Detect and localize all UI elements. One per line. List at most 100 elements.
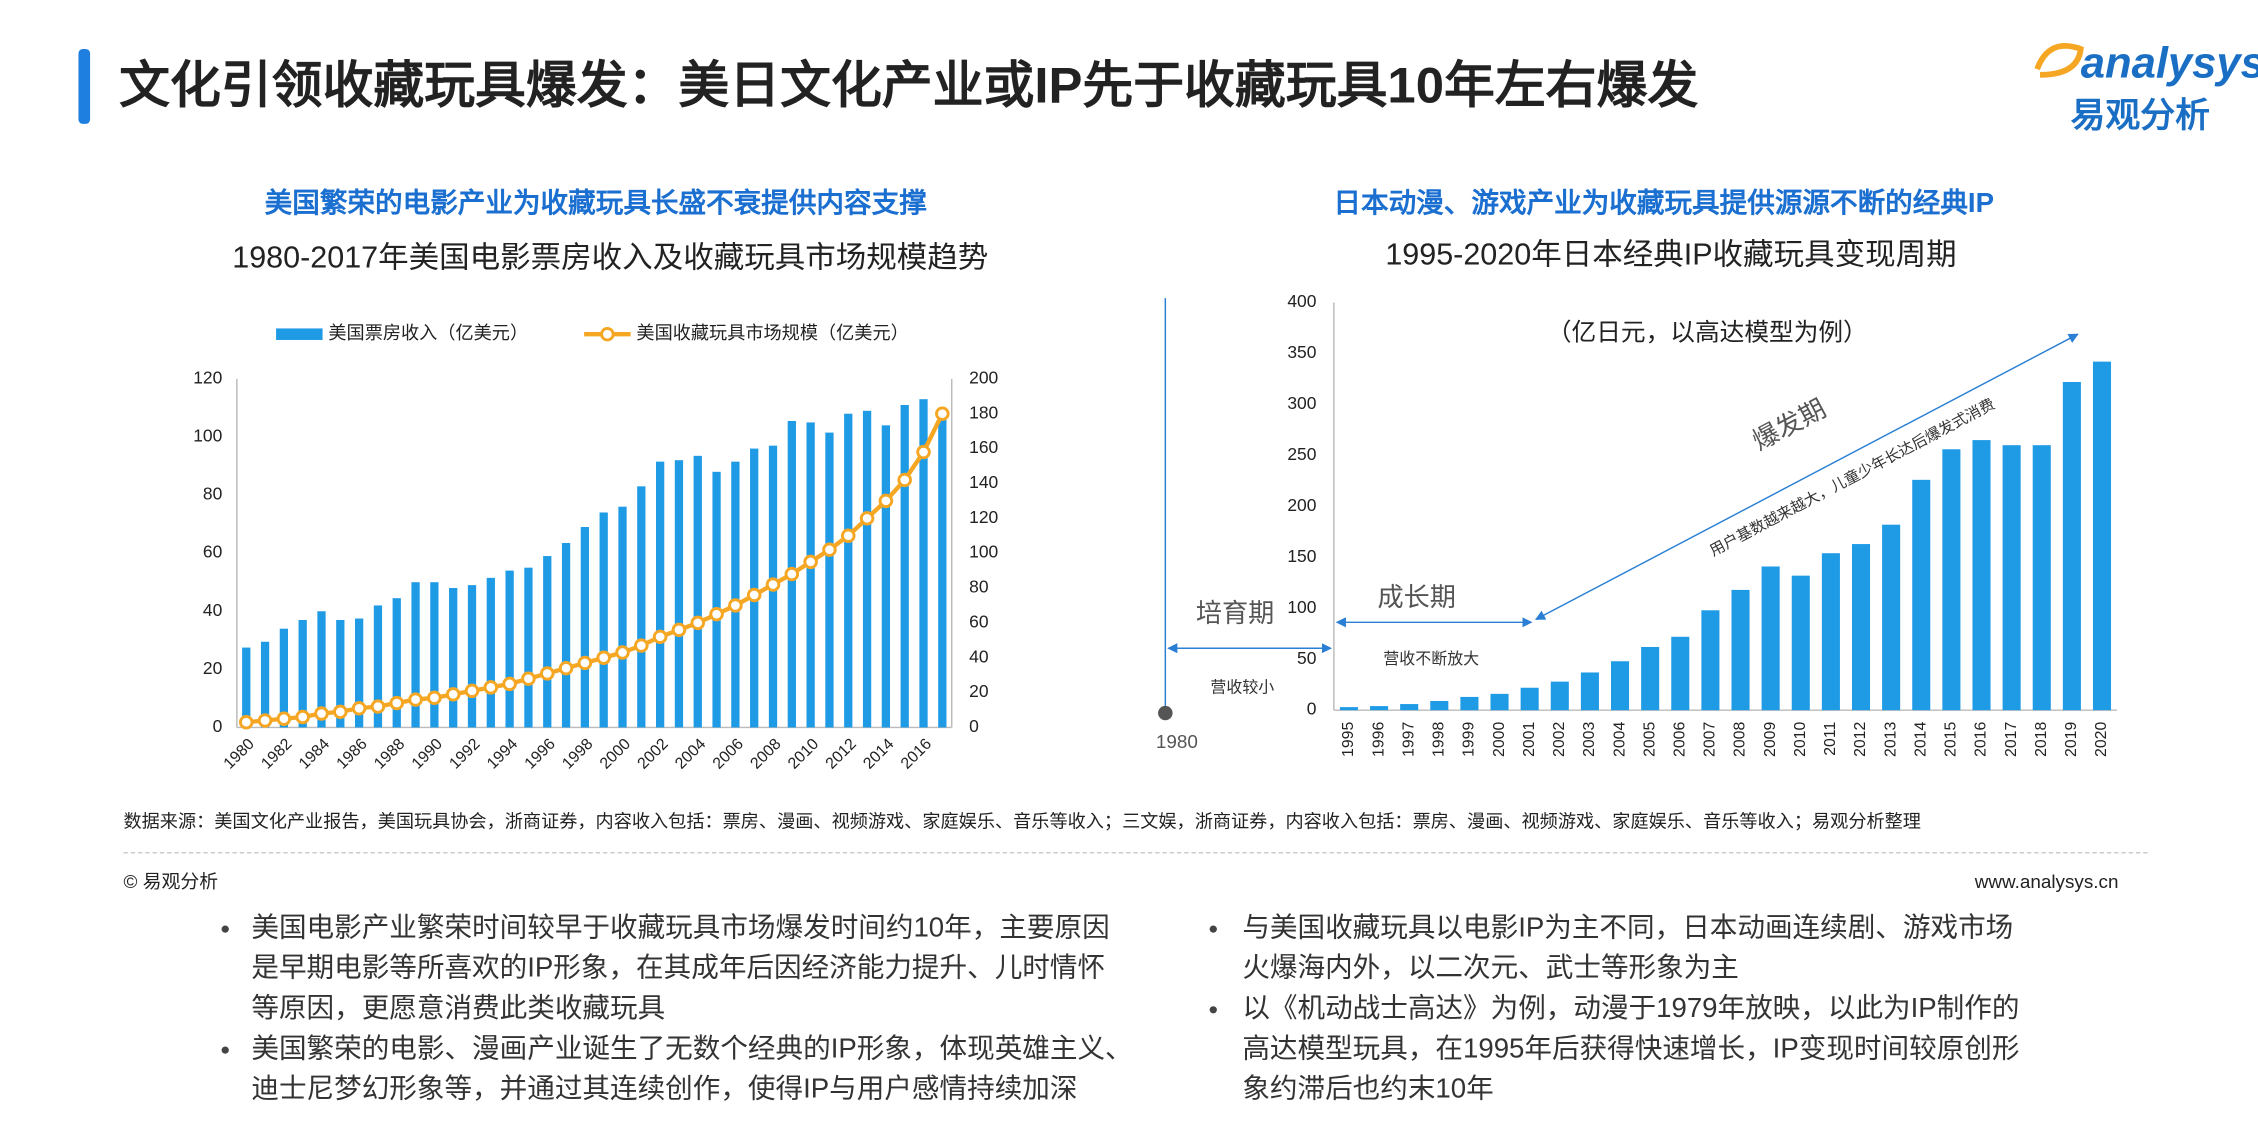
y-tick-label: 0	[213, 716, 223, 736]
x-tick-label: 1986	[334, 736, 371, 773]
bar	[543, 556, 552, 728]
bar	[1339, 707, 1358, 711]
x-tick-label: 1998	[559, 736, 596, 773]
y-tick-label: 200	[1287, 495, 1316, 515]
bar	[260, 641, 270, 728]
annotation: 营收较小	[1210, 679, 1274, 697]
x-tick-label: 2005	[1641, 722, 1658, 757]
bar	[1611, 661, 1630, 711]
bar	[336, 619, 345, 728]
line-point	[709, 606, 724, 622]
bar	[599, 512, 608, 728]
line-point	[652, 629, 668, 645]
x-tick-label: 1999	[1461, 722, 1478, 757]
y-tick-label: 100	[1287, 597, 1316, 617]
url: www.analysys.cn	[1974, 871, 2119, 892]
line-point	[539, 666, 555, 681]
x-tick-label: 2011	[1822, 722, 1839, 756]
bar	[1701, 610, 1720, 711]
chart-subtitle: 日本动漫、游戏产业为收藏玩具提供源源不断的经典IP	[1333, 187, 1994, 218]
y-tick-label: 120	[193, 367, 222, 387]
bar	[1520, 687, 1539, 711]
x-tick-label: 1988	[371, 736, 408, 773]
slide-title: 文化引领收藏玩具爆发：美日文化产业或IP先于收藏玩具10年左右爆发	[119, 57, 1698, 114]
line-point	[859, 511, 875, 526]
bar	[2092, 361, 2112, 711]
line-point	[502, 676, 517, 692]
bar	[524, 567, 533, 728]
y2-tick-label: 140	[969, 472, 998, 492]
bar	[1550, 681, 1569, 711]
x-tick-label: 1994	[484, 736, 521, 773]
x-tick-label: 2002	[1551, 722, 1568, 757]
x-tick-label: 2007	[1702, 722, 1719, 757]
bar	[1671, 636, 1690, 711]
x-tick-label: 2012	[1852, 722, 1869, 757]
y-tick-label: 300	[1287, 393, 1316, 413]
bar	[580, 527, 590, 728]
bullet-text: 美国电影产业繁荣时间较早于收藏玩具市场爆发时间约10年，主要原因	[251, 911, 1109, 942]
source: 数据来源：美国文化产业报告，美国玩具协会，浙商证券，内容收入包括：票房、漫画、视…	[124, 811, 1921, 831]
line-point	[878, 493, 894, 509]
x-tick-label: 2009	[1762, 722, 1779, 757]
bullet-text: 美国繁荣的电影、漫画产业诞生了无数个经典的IP形象，体现英雄主义、	[251, 1032, 1132, 1063]
x-tick-label: 2014	[1912, 722, 1929, 757]
y-tick-label: 100	[193, 426, 222, 446]
x-tick-label: 2010	[785, 736, 822, 773]
bar	[862, 410, 872, 728]
line-point	[276, 711, 292, 726]
bar	[242, 647, 251, 728]
y-tick-label: 350	[1287, 342, 1316, 362]
bar	[467, 585, 477, 728]
line-point	[333, 704, 348, 719]
bullet-dot	[1209, 925, 1217, 933]
annotation: 成长期	[1377, 582, 1455, 612]
bar	[844, 413, 853, 728]
bar	[1641, 646, 1660, 711]
line-point	[445, 687, 461, 702]
line-point	[389, 695, 405, 711]
x-tick-label: 1992	[446, 736, 483, 773]
bullet-text: 是早期电影等所喜欢的IP形象，在其成年后因经济能力提升、儿时情怀	[251, 952, 1105, 983]
line-point	[370, 699, 386, 714]
y2-tick-label: 160	[969, 437, 998, 457]
y-tick-label: 150	[1287, 546, 1316, 566]
bar	[1821, 553, 1840, 711]
y-tick-label: 50	[1297, 648, 1316, 668]
y2-tick-label: 100	[969, 542, 998, 562]
bar	[1851, 544, 1871, 711]
y-tick-label: 40	[203, 600, 222, 620]
bar	[655, 461, 665, 728]
x-tick-label: 2015	[1943, 722, 1960, 757]
x-tick-label: 2000	[597, 736, 634, 773]
bar	[1912, 479, 1931, 711]
x-tick-label: 2004	[1611, 722, 1628, 757]
line	[246, 412, 945, 725]
line-point	[746, 587, 762, 603]
x-tick-label: 2006	[710, 736, 747, 773]
bullet-dot	[221, 1046, 229, 1054]
arrow	[1534, 333, 2079, 621]
x-tick-label: 2018	[2033, 722, 2050, 757]
x-tick-label: 1980	[221, 736, 258, 773]
bar	[1460, 696, 1479, 711]
bar	[693, 455, 702, 728]
y-tick-label: 400	[1287, 291, 1316, 311]
line-point	[577, 655, 593, 671]
y-tick-label: 0	[1307, 699, 1317, 719]
y2-tick-label: 180	[969, 402, 998, 422]
bullet-text: 等原因，更愿意消费此类收藏玩具	[251, 992, 665, 1023]
y2-tick-label: 20	[969, 681, 988, 701]
y2-tick-label: 0	[969, 716, 979, 736]
x-tick-label: 2003	[1581, 722, 1598, 757]
legend-label: 美国收藏玩具市场规模（亿美元）	[636, 323, 908, 343]
bar	[674, 460, 684, 728]
chart-title: 1995-2020年日本经典IP收藏玩具变现周期	[1385, 238, 1956, 272]
line-point	[351, 701, 367, 716]
annotation: （亿日元，以高达模型为例）	[1547, 319, 1868, 347]
bar	[1942, 449, 1961, 711]
x-tick-label: 1997	[1400, 722, 1417, 757]
bar	[354, 618, 364, 728]
line-point	[596, 650, 611, 665]
